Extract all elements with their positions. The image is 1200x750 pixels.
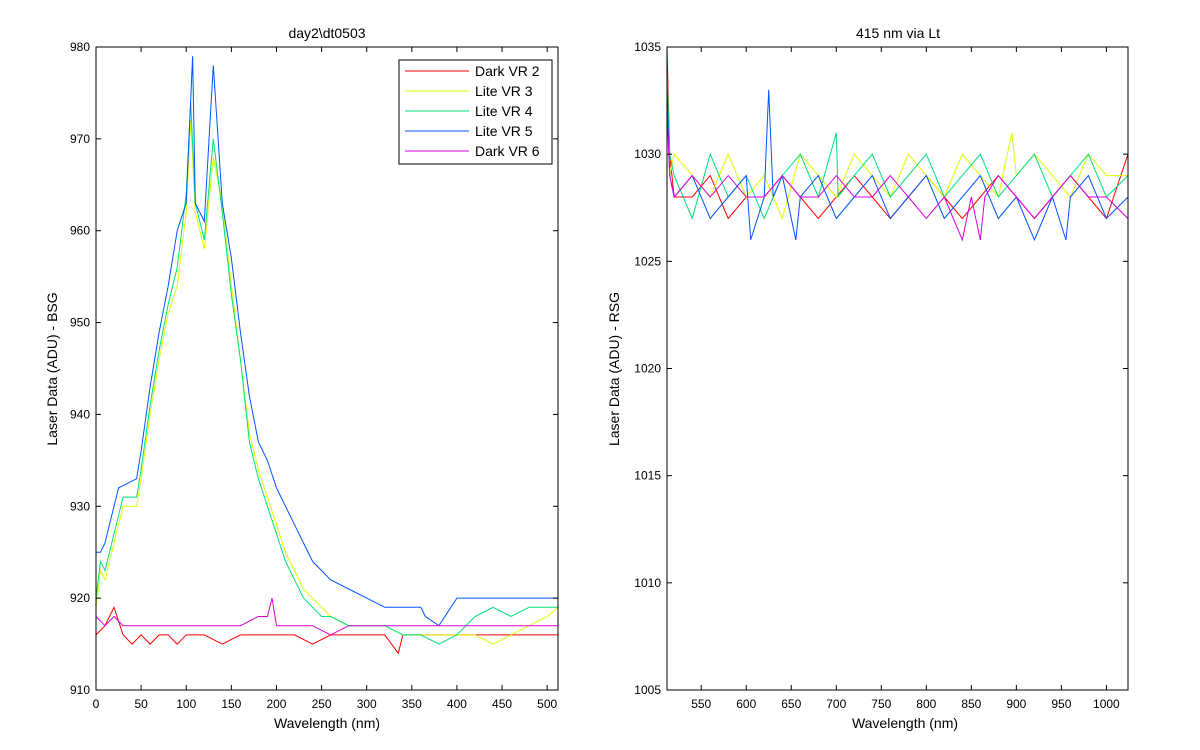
left-x-tick-label: 100 — [176, 697, 196, 711]
left-y-tick-label: 950 — [70, 316, 90, 330]
right-series-line-5 — [666, 111, 1129, 242]
right-y-tick-label: 1030 — [634, 147, 661, 161]
left-axes-box — [95, 46, 559, 691]
legend-entry-5: Dark VR 6 — [475, 143, 540, 159]
left-y-tick-label: 920 — [70, 591, 90, 605]
right-plot-title: 415 nm via Lt — [856, 25, 940, 41]
left-legend: Dark VR 2 Lite VR 3 Lite VR 4 Lite VR 5 Dark… — [398, 59, 553, 165]
legend-entry-3: Lite VR 4 — [475, 103, 533, 119]
left-x-tick-label: 0 — [93, 697, 100, 711]
left-series-line-5 — [95, 597, 558, 636]
left-y-tick-label: 910 — [70, 683, 90, 697]
left-series-line-3 — [95, 102, 558, 645]
right-x-tick-label: 900 — [1006, 697, 1026, 711]
left-y-tick-label: 940 — [70, 407, 90, 421]
legend-entry-4: Lite VR 5 — [475, 123, 533, 139]
left-x-tick-label: 250 — [312, 697, 332, 711]
left-y-axis-label: Laser Data (ADU) - BSG — [44, 292, 60, 445]
right-y-tick-label: 1035 — [634, 40, 661, 54]
right-y-tick-label: 1020 — [634, 362, 661, 376]
legend-entry-1: Dark VR 2 — [475, 63, 540, 79]
left-y-tick-label: 930 — [70, 499, 90, 513]
left-series-line-2 — [95, 120, 559, 645]
left-x-axis-label: Wavelength (nm) — [274, 715, 380, 731]
right-plot-panel: 415 nm via Lt 550 600 650 700 750 800 850 900 95… — [606, 25, 1129, 731]
left-x-tick-label: 350 — [402, 697, 422, 711]
right-x-tick-label: 850 — [961, 697, 981, 711]
left-y-tick-label: 960 — [70, 224, 90, 238]
right-x-tick-label: 550 — [691, 697, 711, 711]
right-x-axis-label: Wavelength (nm) — [852, 715, 958, 731]
right-x-tick-label: 950 — [1051, 697, 1071, 711]
left-x-tick-label: 450 — [492, 697, 512, 711]
right-x-tick-label: 1000 — [1093, 697, 1120, 711]
right-y-tick-label: 1005 — [634, 683, 661, 697]
right-y-tick-label: 1015 — [634, 469, 661, 483]
left-x-tick-label: 500 — [537, 697, 557, 711]
left-x-tick-label: 300 — [357, 697, 377, 711]
right-x-tick-label: 800 — [916, 697, 936, 711]
left-y-tick-label: 970 — [70, 132, 90, 146]
legend-entry-2: Lite VR 3 — [475, 83, 533, 99]
left-y-tick-label: 980 — [70, 40, 90, 54]
left-x-tick-label: 400 — [447, 697, 467, 711]
right-x-tick-label: 700 — [826, 697, 846, 711]
left-plot-panel: day2\dt0503 0 50 100 150 200 250 300 350 400 450 5… — [44, 25, 559, 731]
left-legend-box — [398, 59, 553, 165]
right-y-axis-label: Laser Data (ADU) - RSG — [606, 292, 622, 446]
left-x-tick-label: 150 — [221, 697, 241, 711]
right-x-tick-label: 750 — [871, 697, 891, 711]
left-plot-title: day2\dt0503 — [288, 25, 365, 41]
right-x-tick-label: 600 — [736, 697, 756, 711]
right-y-tick-label: 1025 — [634, 254, 661, 268]
right-y-tick-label: 1010 — [634, 576, 661, 590]
left-x-tick-label: 50 — [134, 697, 148, 711]
right-x-tick-label: 650 — [781, 697, 801, 711]
left-x-tick-label: 200 — [266, 697, 286, 711]
